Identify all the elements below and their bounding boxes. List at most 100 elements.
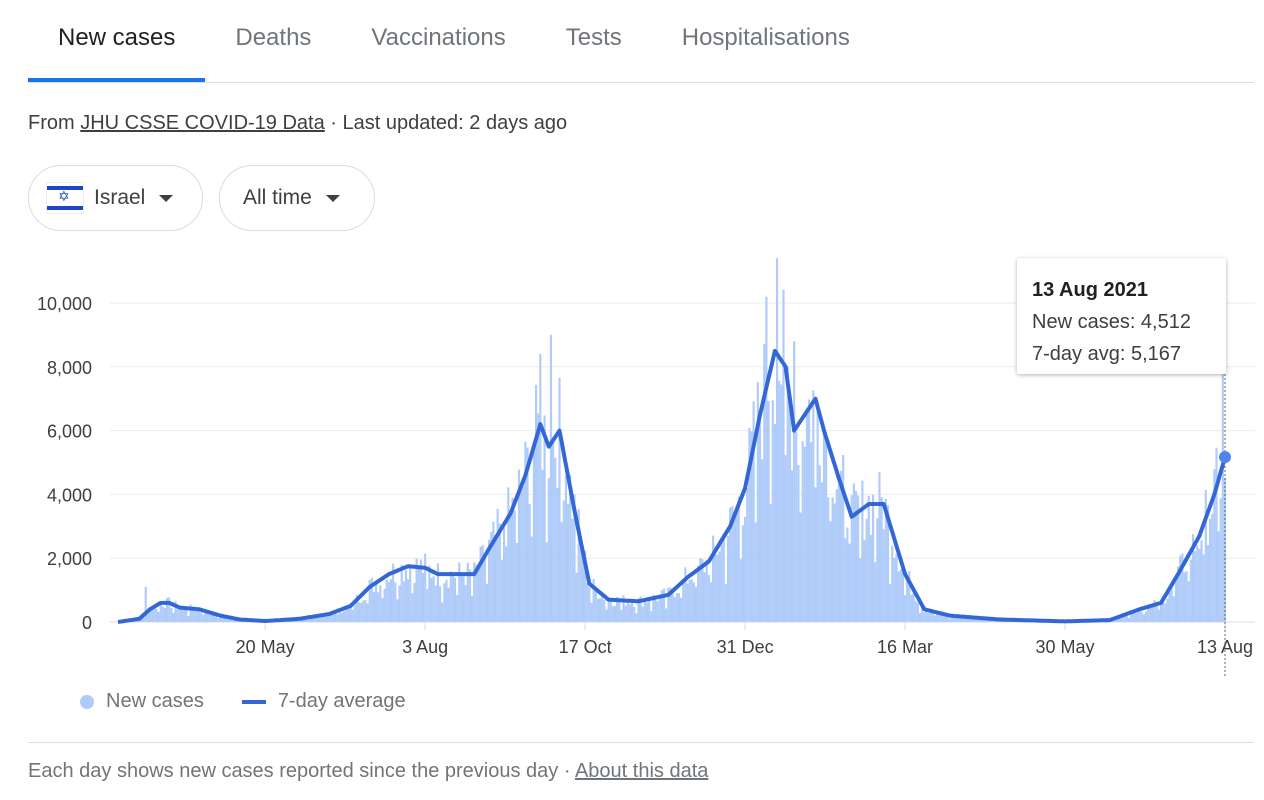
new-cases-bar: [686, 583, 689, 622]
new-cases-bar: [334, 609, 337, 622]
new-cases-bar: [961, 616, 964, 622]
new-cases-bar: [648, 601, 651, 622]
new-cases-bar: [1221, 373, 1224, 622]
new-cases-bar: [381, 598, 384, 622]
new-cases-bar: [225, 616, 228, 622]
new-cases-bar: [852, 483, 855, 622]
new-cases-bar: [577, 509, 580, 622]
new-cases-bar: [1181, 553, 1184, 622]
new-cases-bar: [217, 618, 220, 622]
new-cases-bar: [897, 571, 900, 622]
new-cases-bar: [761, 459, 764, 622]
new-cases-bar: [669, 587, 672, 622]
new-cases-bar: [562, 500, 565, 622]
new-cases-bar: [490, 531, 493, 622]
new-cases-bar: [394, 582, 397, 622]
new-cases-bar: [680, 597, 683, 622]
tab-deaths[interactable]: Deaths: [235, 24, 312, 51]
new-cases-bar: [592, 579, 595, 622]
tab-hospitalisations[interactable]: Hospitalisations: [681, 24, 850, 51]
new-cases-bar: [633, 606, 636, 622]
new-cases-bar: [590, 602, 593, 622]
new-cases-bar: [210, 610, 213, 622]
new-cases-bar: [769, 503, 772, 622]
new-cases-bar: [362, 600, 365, 622]
new-cases-bar: [566, 503, 570, 622]
new-cases-bar: [654, 597, 657, 622]
cases-chart[interactable]: 0 2,000 4,000 6,000 8,000 10,000 20 May 3 Aug 17…: [0, 0, 1264, 690]
tab-tests[interactable]: Tests: [565, 24, 622, 51]
new-cases-bar: [616, 596, 619, 622]
new-cases-bar: [622, 595, 625, 622]
new-cases-bar: [869, 534, 872, 622]
new-cases-bar: [473, 562, 476, 622]
new-cases-bar: [492, 521, 495, 622]
new-cases-bar: [383, 588, 386, 622]
new-cases-bar: [637, 598, 640, 622]
y-tick-label: 4,000: [47, 485, 92, 505]
new-cases-bar: [955, 616, 958, 622]
tab-vaccinations[interactable]: Vaccinations: [371, 24, 506, 51]
about-data-link[interactable]: About this data: [574, 760, 709, 782]
new-cases-bar: [349, 604, 352, 622]
source-link[interactable]: JHU CSSE COVID-19 Data: [80, 112, 325, 134]
new-cases-bar: [880, 497, 883, 622]
new-cases-bar: [601, 594, 604, 622]
new-cases-bar: [963, 618, 966, 622]
new-cases-bar: [170, 607, 173, 622]
new-cases-bar: [895, 554, 898, 622]
new-cases-bar: [929, 611, 932, 622]
new-cases-bar: [1115, 618, 1118, 622]
new-cases-bar: [886, 505, 890, 622]
new-cases-bar: [443, 583, 446, 622]
new-cases-bar: [468, 569, 472, 622]
source-line: From JHU CSSE COVID-19 Data · Last updat…: [28, 112, 567, 135]
new-cases-bar: [520, 486, 523, 622]
new-cases-bar: [353, 605, 356, 622]
new-cases-bar: [1113, 620, 1116, 622]
new-cases-bar: [690, 579, 693, 622]
new-cases-bar: [645, 602, 649, 622]
new-cases-bar: [1142, 614, 1146, 622]
new-cases-bar: [389, 579, 393, 622]
country-dropdown[interactable]: ✡ Israel: [28, 165, 203, 231]
new-cases-bar: [419, 559, 422, 622]
time-range-dropdown[interactable]: All time: [219, 165, 375, 231]
new-cases-bar: [1174, 575, 1178, 622]
new-cases-bar: [765, 296, 768, 622]
new-cases-bar: [709, 582, 713, 622]
new-cases-bar: [161, 606, 164, 622]
footer-text: Each day shows new cases reported since …: [28, 760, 559, 782]
new-cases-bar: [1189, 559, 1192, 622]
new-cases-bar: [938, 612, 941, 622]
new-cases-bar: [547, 478, 550, 622]
new-cases-bar: [351, 609, 354, 622]
new-cases-bar: [404, 570, 408, 622]
new-cases-bar: [445, 579, 448, 622]
new-cases-bar: [827, 497, 830, 622]
new-cases-bar: [219, 616, 222, 622]
new-cases-bar: [682, 579, 685, 622]
new-cases-bar: [148, 609, 152, 622]
new-cases-bar: [532, 449, 535, 622]
new-cases-bar: [667, 587, 670, 622]
y-tick-label: 10,000: [37, 294, 92, 314]
new-cases-bar: [1211, 513, 1214, 622]
new-cases-bar: [554, 457, 557, 622]
new-cases-bar: [421, 572, 425, 622]
new-cases-bar: [434, 585, 437, 622]
bar-legend-swatch: [80, 694, 94, 709]
new-cases-bar: [1159, 600, 1163, 622]
new-cases-bar: [500, 559, 503, 622]
new-cases-bar: [795, 431, 798, 622]
new-cases-bar: [763, 343, 766, 622]
new-cases-bar: [517, 469, 521, 622]
new-cases-bar: [694, 586, 698, 622]
tab-new-cases[interactable]: New cases: [28, 0, 206, 82]
new-cases-bar: [878, 472, 881, 622]
new-cases-bar: [396, 599, 399, 622]
new-cases-bar: [910, 594, 913, 622]
tooltip-date: 13 Aug 2021: [1032, 279, 1148, 301]
new-cases-bar: [884, 498, 887, 622]
new-cases-bar: [552, 437, 555, 622]
